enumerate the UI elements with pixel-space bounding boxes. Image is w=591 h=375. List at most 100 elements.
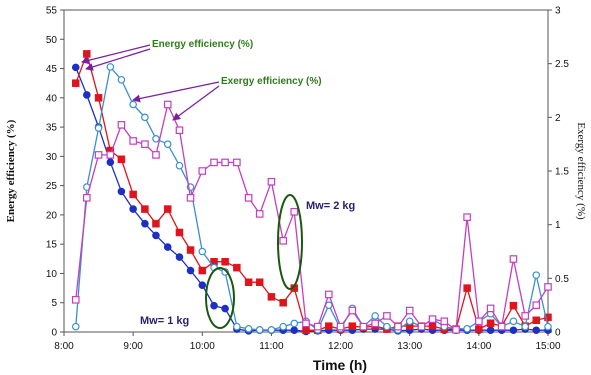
data-point (509, 317, 518, 326)
data-point (72, 79, 80, 87)
data-point (532, 326, 541, 335)
data-point (267, 293, 276, 301)
data-point (94, 124, 103, 132)
y-tick-label: 50 (46, 35, 58, 46)
data-point (290, 207, 299, 216)
data-point (290, 326, 299, 335)
data-point (244, 194, 253, 202)
data-point (428, 315, 437, 323)
y-tick-label: 20 (46, 210, 58, 221)
annotation-layer: Energy efficiency (%) Exergy efficiency … (81, 39, 355, 329)
data-point (175, 228, 184, 237)
data-point (428, 322, 437, 330)
data-point (175, 126, 184, 135)
data-point (233, 322, 241, 331)
y2-tick-label: 2 (555, 113, 561, 124)
data-point (348, 306, 357, 315)
data-point (152, 135, 160, 143)
data-point (210, 158, 218, 167)
y-tick-label: 40 (46, 93, 58, 104)
ellipse-mw2 (277, 194, 303, 290)
data-point (509, 301, 518, 310)
data-point (163, 140, 172, 148)
data-point (302, 319, 310, 328)
data-point (255, 326, 264, 334)
data-point (117, 155, 126, 164)
data-point (290, 319, 299, 328)
data-point (521, 312, 529, 320)
data-point (106, 151, 115, 159)
data-point (509, 326, 518, 335)
arrow-exergy-to-magenta (172, 85, 220, 121)
series-line (75, 102, 549, 332)
data-point (186, 266, 195, 275)
annotation-energy-efficiency: Energy efficiency (%) (152, 39, 253, 50)
x-tick-label: 14:00 (466, 341, 491, 352)
data-point (302, 326, 310, 334)
data-point (106, 158, 115, 167)
data-point (198, 167, 207, 175)
y2-tick-label: 1.5 (555, 167, 569, 178)
arrow-energy-to-blue (85, 48, 151, 71)
data-point (544, 313, 552, 322)
series-2 (71, 63, 552, 334)
data-point (486, 304, 495, 313)
data-point (221, 257, 229, 266)
data-point (359, 322, 368, 331)
data-point (117, 121, 126, 129)
data-point (417, 322, 426, 331)
x-tick-label: 10:00 (190, 341, 215, 352)
y2-tick-label: 0 (555, 328, 561, 339)
data-point (117, 187, 126, 196)
data-point (175, 161, 184, 170)
data-point (383, 312, 391, 320)
data-point (405, 306, 414, 315)
data-point (71, 296, 80, 304)
data-point (279, 298, 287, 307)
y2-tick-label: 1 (555, 220, 561, 231)
data-point (440, 317, 449, 326)
y2-axis-title: Exergy efficiency (%) (575, 122, 587, 220)
data-point (198, 266, 207, 275)
data-point (475, 317, 483, 326)
data-point (106, 63, 115, 71)
series-layer (71, 50, 552, 336)
x-axis-title: Time (h) (313, 357, 367, 373)
y2-tick-label: 0.5 (555, 274, 569, 285)
series-line (75, 51, 549, 331)
y-tick-label: 10 (46, 269, 58, 280)
data-point (394, 322, 402, 331)
y-axis-title: Energy efficiency (%) (5, 119, 17, 222)
data-point (83, 194, 91, 202)
series-1 (72, 50, 552, 334)
y-axis-ticks: 0 5 10 15 20 25 30 35 40 45 50 55 (46, 6, 64, 339)
data-point (83, 91, 91, 99)
y-tick-label: 45 (46, 64, 58, 75)
x-tick-label: 12:00 (328, 341, 353, 352)
data-point (383, 322, 391, 331)
data-point (371, 319, 379, 328)
data-point (117, 75, 126, 84)
data-point (221, 304, 229, 313)
y-tick-label: 35 (46, 123, 58, 134)
data-point (94, 151, 103, 159)
data-point (279, 322, 287, 331)
annotation-mw-2kg: Mw= 2 kg (306, 200, 355, 212)
data-point (163, 205, 172, 213)
x-axis-ticks: 8:00 9:00 10:00 11:00 12:00 13:00 14:00 15:00 (54, 332, 561, 352)
data-point (521, 322, 529, 331)
data-point (544, 322, 552, 331)
data-point (233, 158, 241, 167)
data-point (198, 281, 207, 289)
data-point (71, 63, 80, 72)
plot-frame (63, 9, 549, 333)
data-point (325, 301, 333, 309)
data-point (497, 322, 506, 331)
data-point (267, 326, 276, 334)
data-point (313, 322, 322, 331)
data-point (532, 301, 541, 309)
data-point (336, 322, 345, 331)
y-tick-label: 25 (46, 181, 58, 192)
data-point (141, 140, 149, 148)
